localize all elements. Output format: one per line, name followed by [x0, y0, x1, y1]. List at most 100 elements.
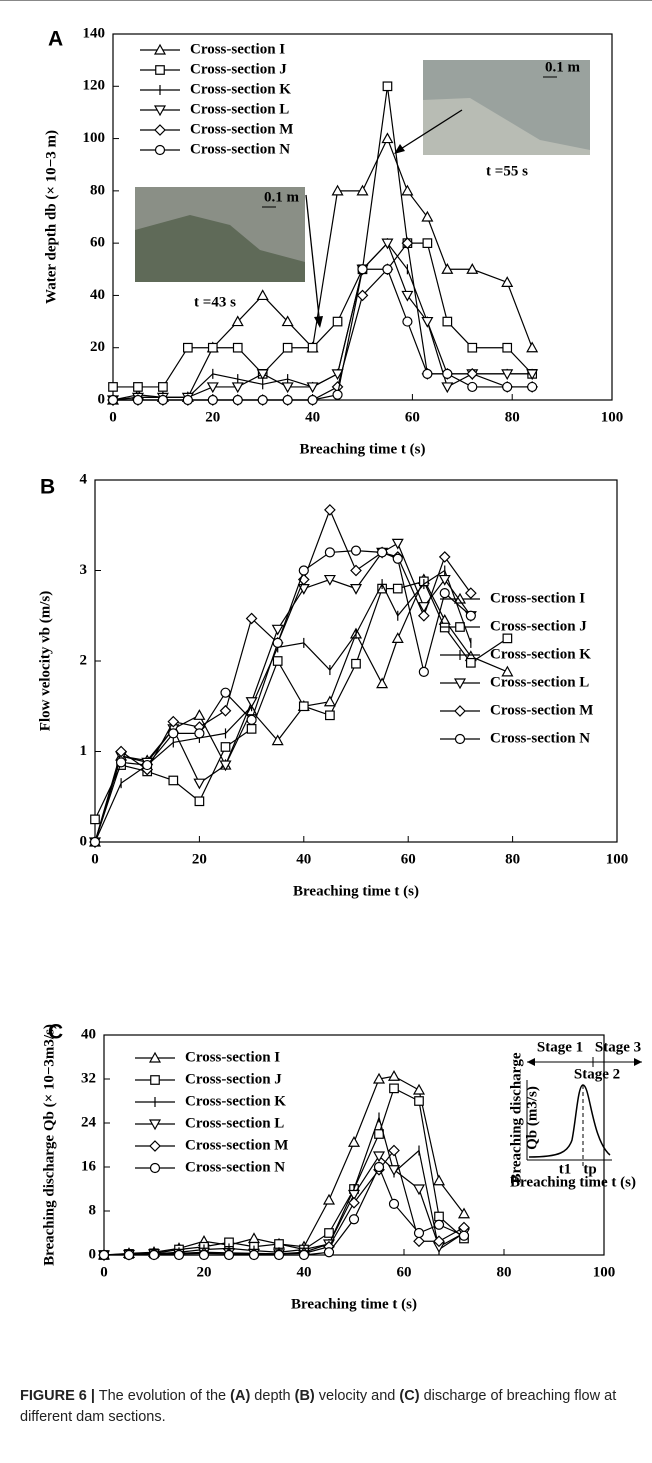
marker	[421, 210, 434, 222]
marker	[413, 1227, 425, 1239]
x-tick-label: 0	[91, 851, 99, 867]
marker	[271, 624, 284, 636]
marker	[324, 547, 335, 558]
marker	[356, 289, 369, 302]
y-axis-label: Flow velocity vb (m/s)	[37, 591, 53, 731]
y-tick-label: 1	[80, 743, 88, 759]
legend-label: Cross-section M	[185, 1137, 288, 1153]
y-tick-label: 60	[90, 235, 105, 251]
marker	[206, 382, 219, 394]
legend-label: Cross-section J	[490, 618, 587, 634]
marker	[418, 666, 429, 677]
series-line	[94, 542, 472, 843]
marker	[183, 342, 193, 353]
marker	[401, 184, 414, 196]
legend-label: Cross-section K	[190, 81, 291, 97]
marker	[298, 1249, 310, 1261]
legend-label: Cross-section J	[185, 1071, 282, 1087]
y-tick-label: 80	[90, 182, 105, 198]
x-axis-label: Breaching time t (s)	[291, 1296, 417, 1312]
legend-marker	[453, 592, 467, 604]
marker	[306, 382, 319, 394]
marker	[502, 381, 513, 393]
marker	[108, 382, 118, 392]
marker	[246, 714, 257, 725]
legend-label: Cross-section L	[185, 1115, 284, 1131]
figure: A0 20 40 60 80 100020406080100120140Breaching…	[0, 0, 652, 1312]
y-tick-label: 3	[80, 562, 88, 578]
marker	[90, 814, 100, 825]
legend-marker	[154, 124, 166, 136]
marker	[157, 394, 168, 406]
marker	[133, 382, 143, 392]
x-tick-label: 0	[109, 409, 117, 425]
marker	[401, 237, 414, 249]
marker	[526, 341, 539, 353]
caption-label: FIGURE 6 |	[20, 1388, 95, 1404]
marker	[198, 1249, 210, 1261]
marker	[389, 1083, 399, 1094]
marker	[412, 1083, 426, 1095]
marker	[392, 553, 403, 564]
y-axis-label: Water depth db (× 10−3 m)	[43, 130, 59, 304]
marker	[392, 583, 403, 594]
marker	[219, 760, 232, 772]
marker	[350, 545, 362, 556]
marker	[465, 657, 476, 668]
y-tick-label: 100	[83, 130, 106, 146]
marker	[465, 610, 476, 621]
marker	[351, 658, 361, 669]
marker	[401, 290, 414, 302]
marker	[421, 316, 434, 328]
marker	[273, 1249, 285, 1261]
legend-label: Cross-section I	[190, 41, 285, 57]
series-line	[103, 1075, 465, 1256]
marker	[432, 1174, 446, 1186]
marker	[331, 184, 344, 196]
x-tick-label: 60	[401, 851, 416, 867]
marker	[438, 551, 451, 563]
x-tick-label: 20	[192, 851, 207, 867]
marker	[325, 710, 335, 721]
x-tick-label: 20	[205, 409, 220, 425]
marker	[388, 1144, 400, 1157]
caption-text: (B)	[294, 1388, 315, 1404]
marker	[272, 656, 283, 666]
x-tick-label: 100	[601, 409, 624, 425]
caption: FIGURE 6 | The evolution of the (A) dept…	[20, 1386, 640, 1428]
x-tick-label: 100	[606, 851, 629, 867]
annotation: Stage 1	[537, 1039, 583, 1055]
y-tick-label: 120	[83, 78, 106, 94]
caption-text: (C)	[399, 1388, 420, 1404]
marker	[433, 1219, 445, 1230]
marker	[441, 263, 454, 274]
legend-label: Cross-section M	[490, 702, 593, 718]
y-axis-label: Breaching discharge Qb (× 10−3m3/s)	[41, 1024, 57, 1266]
legend-label: Cross-section N	[490, 730, 590, 746]
marker	[245, 612, 258, 625]
marker	[324, 1228, 334, 1238]
marker	[223, 1249, 235, 1261]
legend-label: Cross-section L	[490, 674, 589, 690]
marker	[207, 342, 218, 353]
y-tick-label: 0	[98, 391, 106, 407]
marker	[388, 1198, 400, 1209]
x-tick-label: 0	[100, 1264, 108, 1280]
marker	[373, 1161, 385, 1173]
marker	[439, 588, 450, 599]
marker	[257, 394, 268, 406]
marker	[381, 132, 394, 144]
marker	[298, 701, 309, 712]
arrow-head	[314, 316, 323, 328]
x-tick-label: 60	[397, 1264, 412, 1280]
marker	[281, 382, 294, 394]
marker	[374, 1129, 384, 1139]
marker	[376, 677, 389, 689]
marker	[349, 583, 363, 595]
marker	[323, 695, 336, 707]
marker	[232, 394, 243, 406]
legend-label: Cross-section K	[490, 646, 591, 662]
marker	[193, 778, 206, 790]
legend-label: Cross-section I	[490, 590, 585, 606]
photo-soil	[135, 215, 305, 282]
